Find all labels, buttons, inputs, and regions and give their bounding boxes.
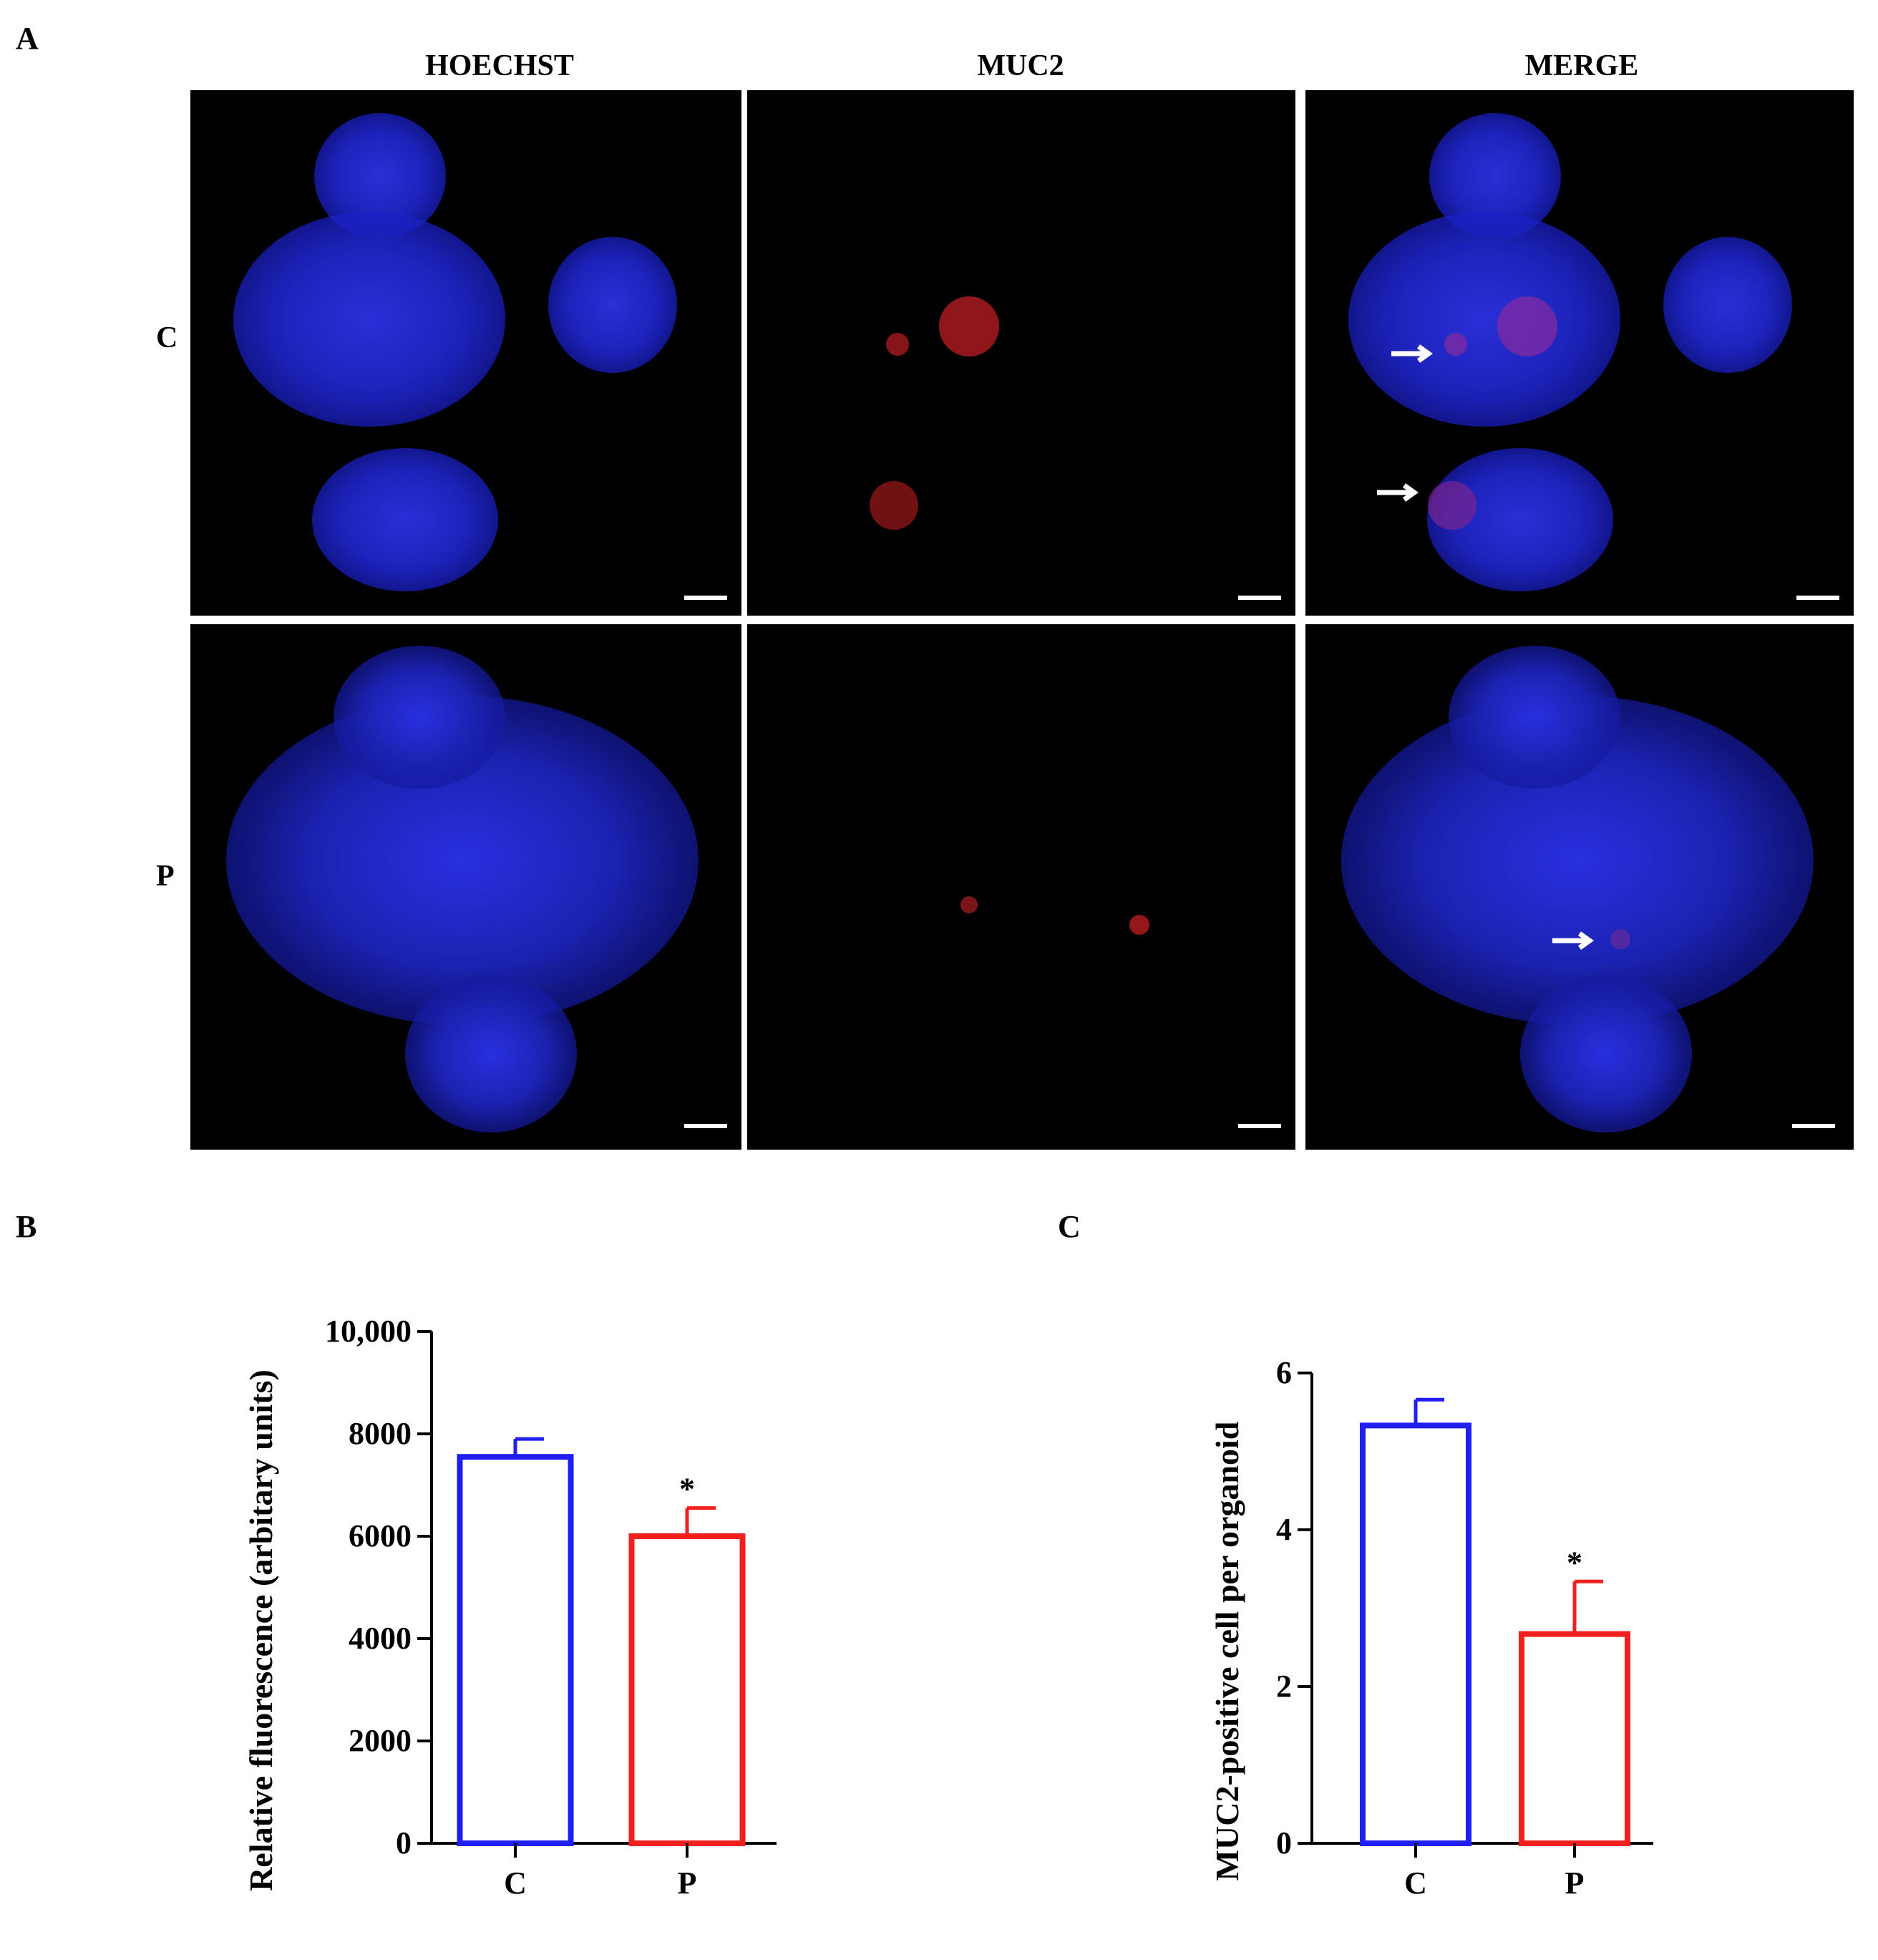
arrow-icon: [1391, 344, 1434, 363]
y-tick-label: 4000: [349, 1621, 412, 1656]
y-tick-label: 6000: [349, 1518, 412, 1553]
organoid-bud: [1449, 646, 1620, 789]
column-label-merge: MERGE: [1524, 49, 1639, 82]
micrograph-hoechst-control: [190, 90, 741, 616]
row-label-treated: P: [156, 860, 175, 893]
organoid-bud: [1427, 448, 1613, 591]
muc2-signal: [960, 896, 978, 913]
arrow-icon: [1552, 931, 1595, 950]
x-tick-label: C: [1404, 1866, 1427, 1901]
y-tick-label: 4: [1276, 1512, 1292, 1547]
y-tick-label: 6: [1276, 1355, 1292, 1390]
muc2-signal: [870, 481, 918, 530]
column-label-hoechst: HOECHST: [425, 49, 574, 82]
y-tick-label: 10,000: [325, 1314, 412, 1349]
muc2-signal: [1444, 333, 1467, 356]
organoid-bud: [334, 646, 505, 789]
muc2-signal: [1497, 296, 1557, 356]
bar-C: [457, 1454, 574, 1846]
column-label-muc2: MUC2: [977, 49, 1064, 82]
panel-label-a: A: [16, 21, 39, 56]
scale-bar: [684, 596, 727, 600]
scale-bar: [1792, 1124, 1835, 1128]
y-tick-label: 8000: [349, 1416, 412, 1451]
organoid-body: [1341, 696, 1814, 1025]
micrograph-muc2-treated: [747, 624, 1295, 1150]
x-tick-label: C: [504, 1866, 527, 1901]
x-tick-label: P: [678, 1866, 697, 1901]
organoid-bud: [1663, 237, 1792, 373]
muc2-signal: [1610, 929, 1630, 949]
scale-bar: [1796, 596, 1839, 600]
organoid-bud: [314, 113, 446, 239]
chart-muc2-positive-cells: 0 2 4 6 MUC2-positive cell per organoid C P *: [1188, 1217, 1689, 1954]
panel-label-c: C: [1058, 1209, 1081, 1244]
scale-bar: [1238, 596, 1281, 600]
chart-c-svg: 0 2 4 6 MUC2-positive cell per organoid C P *: [1209, 1355, 1653, 1901]
organoid-bud: [1520, 975, 1692, 1132]
y-axis-label: MUC2-positive cell per organoid: [1209, 1421, 1245, 1881]
significance-marker: *: [1567, 1545, 1582, 1580]
chart-relative-fluorescence: 0 2000 4000 6000 8000 10,000 Relative fluoresc…: [0, 1217, 895, 1954]
muc2-signal: [1428, 481, 1476, 530]
significance-marker: *: [679, 1472, 695, 1507]
muc2-signal: [1129, 915, 1149, 935]
y-tick-label: 2: [1276, 1669, 1292, 1704]
organoid-body: [233, 212, 505, 427]
y-tick-label: 2000: [349, 1723, 412, 1758]
organoid-bud: [548, 237, 677, 373]
organoid-body: [1348, 212, 1620, 427]
chart-b-svg: 0 2000 4000 6000 8000 10,000 Relative fluoresc…: [243, 1314, 777, 1901]
bar-P: [628, 1533, 746, 1846]
organoid-bud: [1429, 113, 1561, 239]
y-tick-label: 0: [396, 1825, 412, 1860]
row-label-control: C: [156, 321, 178, 354]
scale-bar: [1238, 1124, 1281, 1128]
muc2-signal: [939, 296, 999, 356]
organoid-bud: [312, 448, 498, 591]
micrograph-hoechst-treated: [190, 624, 741, 1150]
muc2-signal: [886, 333, 909, 356]
micrograph-merge-treated: [1305, 624, 1854, 1150]
micrograph-merge-control: [1305, 90, 1854, 616]
bar-P: [1519, 1631, 1630, 1846]
organoid-bud: [405, 975, 577, 1132]
arrow-icon: [1377, 483, 1419, 502]
scale-bar: [684, 1124, 727, 1128]
x-tick-label: P: [1565, 1866, 1585, 1901]
bar-C: [1360, 1422, 1471, 1846]
y-axis-label: Relative fluorescence (arbitary units): [243, 1369, 279, 1891]
panel-label-b: B: [16, 1209, 37, 1244]
y-tick-label: 0: [1276, 1825, 1292, 1860]
organoid-body: [226, 696, 699, 1025]
micrograph-muc2-control: [747, 90, 1295, 616]
